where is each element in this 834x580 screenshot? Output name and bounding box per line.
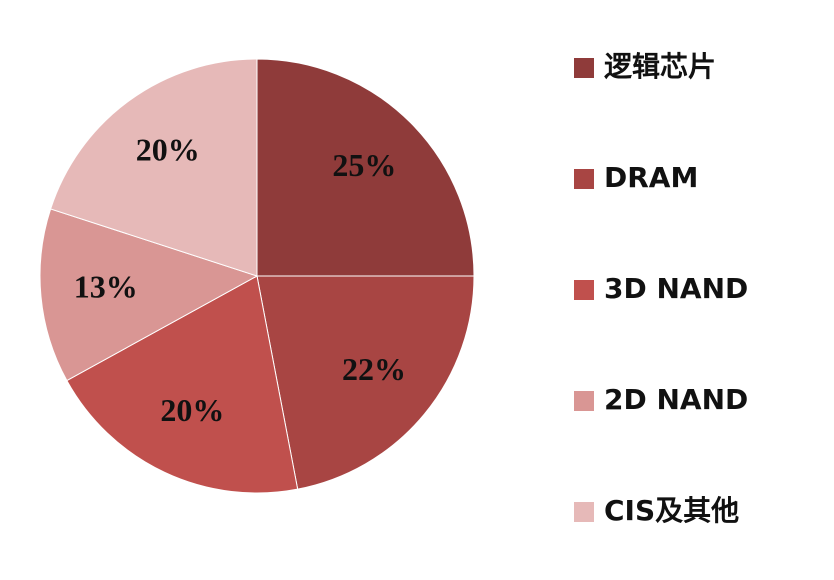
pie-slice <box>49 58 258 277</box>
value-label: 20% <box>136 131 200 167</box>
pie-slice <box>66 275 299 494</box>
pie-slice <box>256 58 475 277</box>
legend-swatch <box>574 280 594 300</box>
legend-label: CIS及其他 <box>604 494 739 527</box>
legend-label: 2D NAND <box>604 383 748 416</box>
legend-swatch <box>574 502 594 522</box>
legend-swatch <box>574 58 594 78</box>
legend-label: DRAM <box>604 161 698 194</box>
legend-label: 逻辑芯片 <box>604 50 716 83</box>
legend-label: 3D NAND <box>604 272 748 305</box>
value-label: 22% <box>342 351 406 387</box>
legend-swatch <box>574 169 594 189</box>
pie-slice <box>39 208 259 382</box>
legend-swatch <box>574 391 594 411</box>
value-label: 13% <box>74 269 138 305</box>
pie-slice <box>256 275 475 490</box>
value-label: 20% <box>160 392 224 428</box>
value-label: 25% <box>332 147 396 183</box>
